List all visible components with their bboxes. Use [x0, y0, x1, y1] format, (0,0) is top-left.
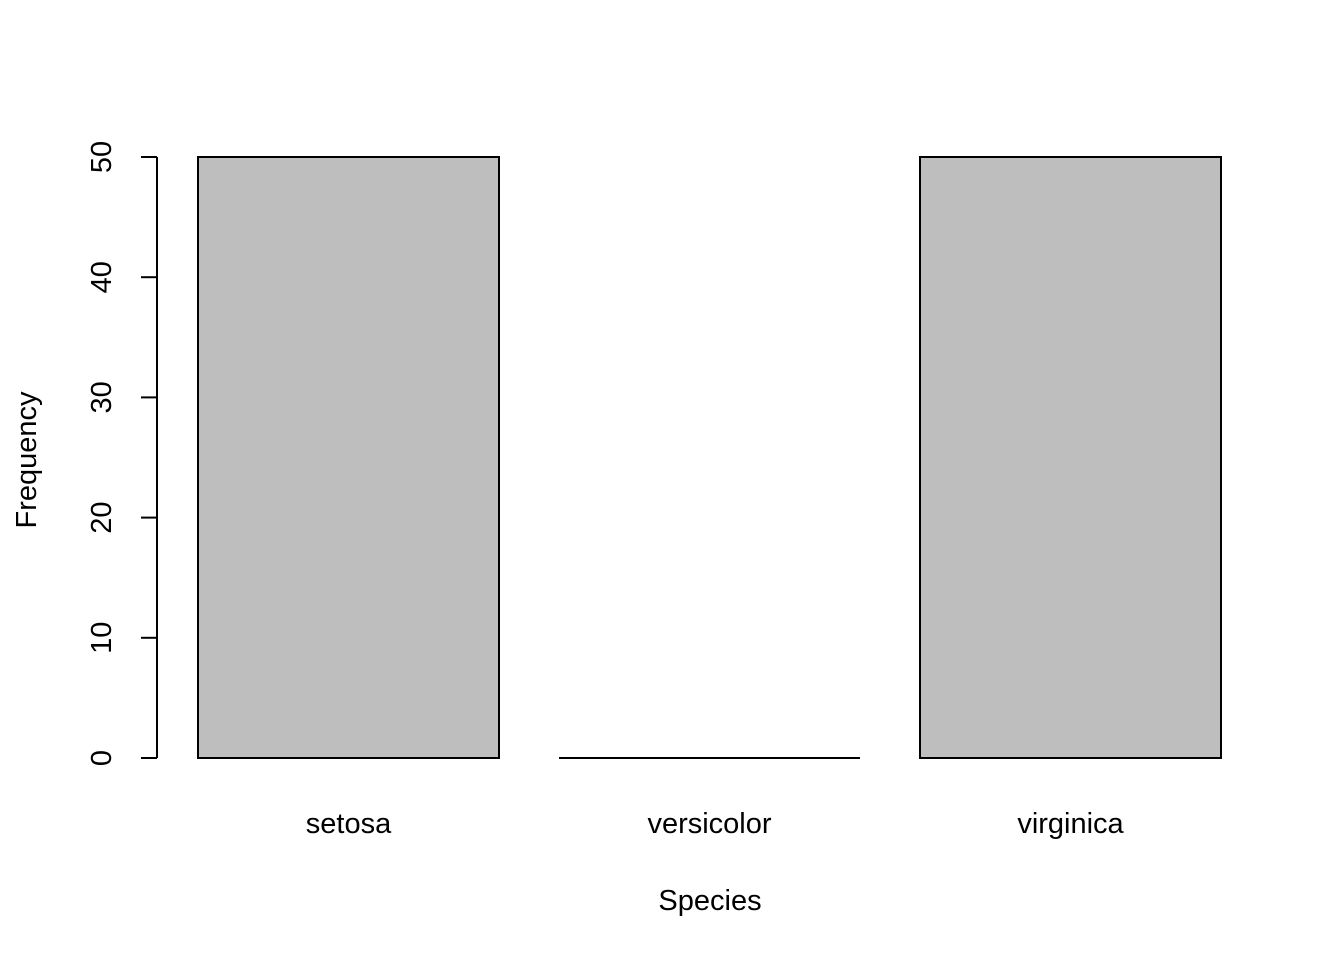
x-axis-category-labels: setosa versicolor virginica [306, 808, 1125, 840]
y-axis-title: Frequency [11, 391, 43, 529]
bar-setosa [197, 156, 500, 759]
bars-layer [197, 156, 1222, 759]
y-axis: 0 10 20 30 40 50 [86, 141, 158, 766]
y-tick-label-30: 30 [86, 381, 118, 413]
y-tick-label-10: 10 [86, 622, 118, 654]
category-label-setosa: setosa [306, 808, 392, 840]
category-label-versicolor: versicolor [647, 808, 771, 840]
y-tick-label-50: 50 [86, 141, 118, 173]
category-label-virginica: virginica [1017, 808, 1124, 840]
y-tick-label-0: 0 [86, 750, 118, 766]
bar-virginica [919, 156, 1222, 759]
y-tick-label-40: 40 [86, 261, 118, 293]
x-axis-title: Species [658, 885, 761, 917]
y-tick-label-20: 20 [86, 501, 118, 533]
